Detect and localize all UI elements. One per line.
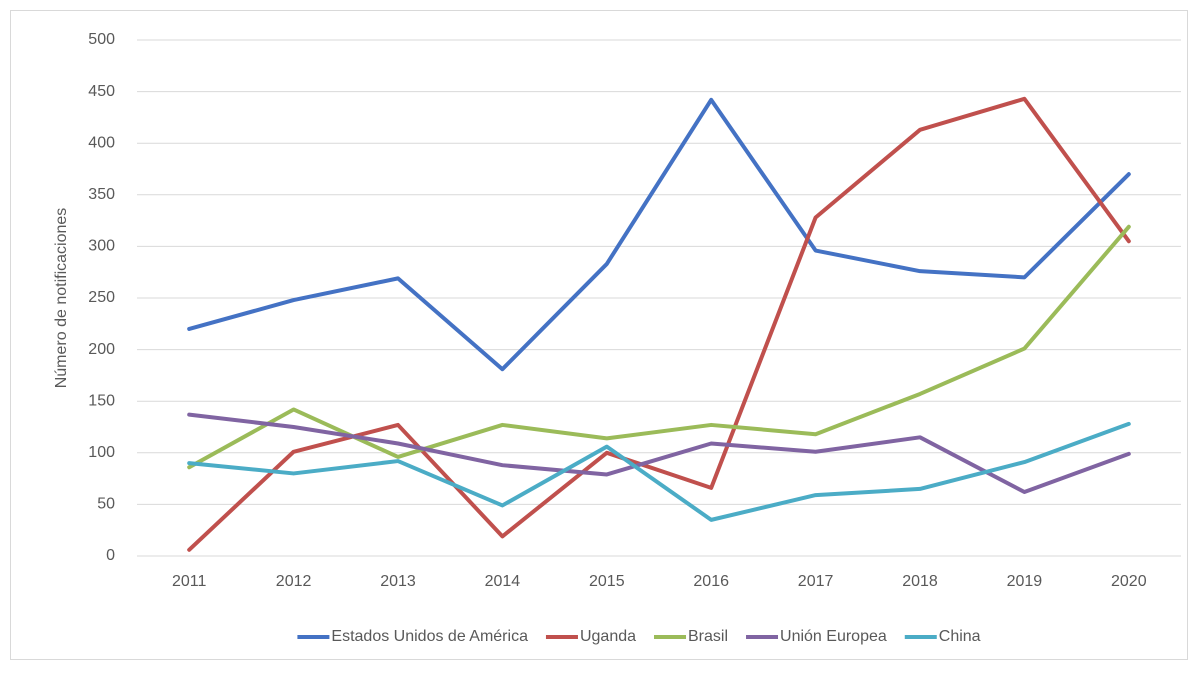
x-tick-label: 2012: [276, 573, 312, 590]
legend-label: Estados Unidos de América: [331, 628, 528, 645]
y-tick-label: 100: [88, 444, 115, 461]
x-tick-label: 2019: [1007, 573, 1043, 590]
series-line: [187, 96, 1131, 552]
y-tick-label: 200: [88, 341, 115, 358]
legend-label: Uganda: [580, 628, 636, 645]
series-line: [187, 224, 1131, 470]
series-line: [187, 97, 1131, 372]
y-tick-label: 50: [97, 496, 115, 513]
series-line: [187, 421, 1131, 522]
legend-label: China: [939, 628, 981, 645]
x-tick-label: 2011: [172, 573, 207, 590]
chart-border: [10, 10, 1188, 660]
x-tick-label: 2020: [1111, 573, 1147, 590]
x-tick-label: 2013: [380, 573, 416, 590]
y-tick-label: 350: [88, 186, 115, 203]
legend-label: Brasil: [688, 628, 728, 645]
y-tick-label: 150: [88, 392, 115, 409]
x-tick-label: 2016: [693, 573, 729, 590]
y-axis-label: Número de notificaciones: [53, 208, 70, 389]
y-tick-label: 400: [88, 134, 115, 151]
legend: Estados Unidos de América Uganda Brasil Uni…: [297, 628, 981, 645]
series-line: [187, 412, 1131, 495]
legend-label: Unión Europea: [780, 628, 887, 645]
y-tick-label: 0: [106, 547, 115, 564]
x-tick-label: 2018: [902, 573, 938, 590]
y-tick-label: 450: [88, 83, 115, 100]
x-tick-label: 2017: [798, 573, 834, 590]
y-tick-label: 300: [88, 238, 115, 255]
x-tick-label: 2014: [485, 573, 521, 590]
y-tick-label: 500: [88, 31, 115, 48]
y-tick-label: 250: [88, 289, 115, 306]
x-tick-label: 2015: [589, 573, 625, 590]
